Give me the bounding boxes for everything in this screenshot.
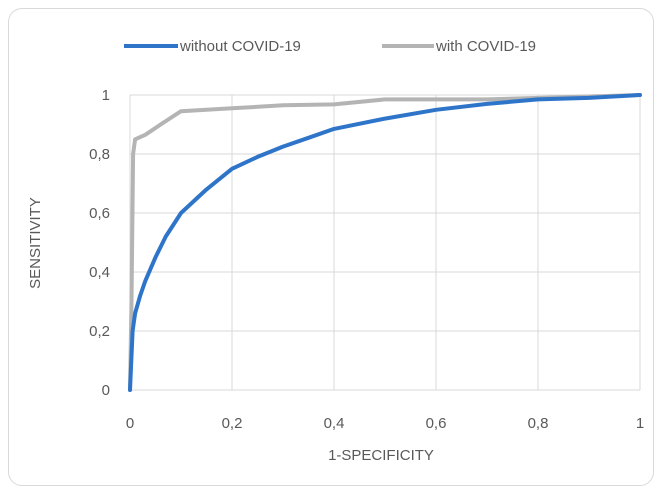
y-tick-label: 0,4 xyxy=(89,264,110,281)
series-lines xyxy=(128,93,642,392)
x-tick-label: 0,4 xyxy=(324,415,345,432)
y-tick-labels: 0 0,2 0,4 0,6 0,8 1 xyxy=(89,87,110,399)
x-tick-label: 0,6 xyxy=(426,415,447,432)
y-tick-label: 0,6 xyxy=(89,205,110,222)
x-tick-label: 0 xyxy=(126,415,134,432)
x-tick-labels: 0 0,2 0,4 0,6 0,8 1 xyxy=(126,415,644,432)
x-tick-label: 0,2 xyxy=(222,415,243,432)
y-tick-label: 0 xyxy=(102,382,110,399)
x-tick-label: 0,8 xyxy=(528,415,549,432)
y-tick-label: 0,2 xyxy=(89,323,110,340)
y-axis-title: SENSITIVITY xyxy=(27,197,44,289)
legend-label-without-covid: without COVID-19 xyxy=(179,38,301,55)
series-line-without-covid xyxy=(128,93,642,392)
series-line-with-covid xyxy=(128,93,642,392)
x-tick-label: 1 xyxy=(636,415,644,432)
x-axis-title: 1-SPECIFICITY xyxy=(328,447,434,464)
legend: without COVID-19 with COVID-19 xyxy=(124,38,536,55)
gridlines xyxy=(129,94,641,391)
chart-frame xyxy=(8,8,654,486)
legend-label-with-covid: with COVID-19 xyxy=(435,38,536,55)
y-tick-label: 0,8 xyxy=(89,146,110,163)
y-tick-label: 1 xyxy=(102,87,110,104)
